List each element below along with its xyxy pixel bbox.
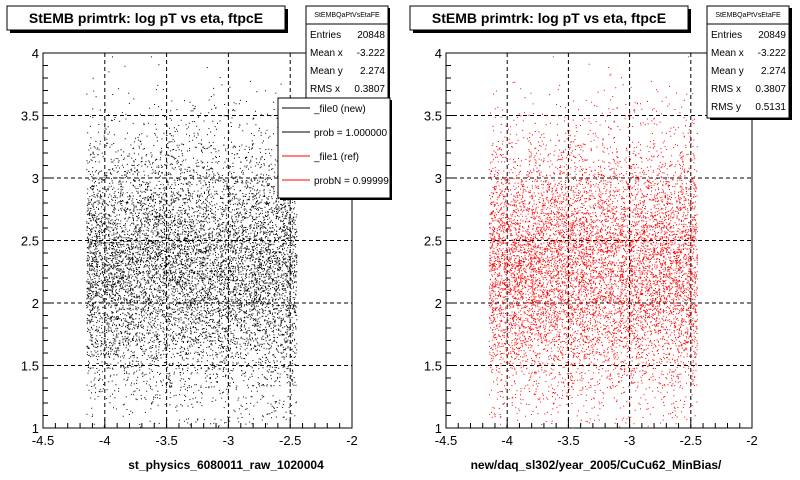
stats-value: -3.222	[758, 48, 787, 59]
left-legend-box	[277, 97, 391, 199]
x-tick-label: -2.5	[680, 433, 702, 448]
stats-label: Mean y	[711, 66, 744, 77]
right-scatter-points	[488, 56, 698, 429]
y-tick-label: 4	[435, 46, 442, 61]
stats-value: 2.274	[360, 66, 385, 77]
x-tick-label: -4	[501, 433, 513, 448]
left-title: StEMB primtrk: log pT vs eta, ftpcE	[29, 10, 263, 26]
x-tick-label: -3	[624, 433, 636, 448]
left-grid	[43, 53, 352, 428]
y-tick-label: 1.5	[21, 359, 39, 374]
legend-entry: prob = 1.000000	[314, 128, 388, 139]
left-panel: -4.5 -4 -3.5 -3 -2.5 -2 1 1.5 2 2.5 3 3.5 4 st_phys…	[6, 5, 392, 472]
stats-label: Mean y	[310, 66, 343, 77]
stats-label: RMS x	[711, 84, 741, 95]
stats-label: Entries	[711, 30, 742, 41]
y-tick-label: 2.5	[21, 234, 39, 249]
stats-label: RMS x	[310, 84, 340, 95]
x-tick-label: -4	[99, 433, 111, 448]
left-title-box	[6, 5, 286, 31]
stats-label: RMS y	[711, 102, 741, 113]
stats-value: 0.5131	[755, 102, 786, 113]
right-y-ticks: 1 1.5 2 2.5 3 3.5 4	[424, 46, 455, 436]
right-grid	[446, 53, 752, 428]
y-tick-label: 3.5	[424, 109, 442, 124]
stats-value: 0.3807	[354, 84, 385, 95]
x-tick-label: -2	[346, 433, 358, 448]
left-stats-name: StEMBQaPtVsEtaFE	[314, 12, 380, 19]
y-tick-label: 3	[435, 171, 442, 186]
scatter-point-cloud	[86, 56, 298, 429]
stats-value: 2.274	[761, 66, 786, 77]
stats-value: 0.3807	[755, 84, 786, 95]
x-tick-label: -3.5	[557, 433, 579, 448]
right-stats-rows: Entries 20849 Mean x -3.222 Mean y 2.274 RMS x…	[711, 30, 786, 113]
y-tick-label: 3	[32, 171, 39, 186]
legend-entry: probN = 0.99999	[314, 176, 389, 187]
stats-value: 20848	[357, 30, 385, 41]
y-tick-label: 1	[32, 421, 39, 436]
stats-label: Mean x	[711, 48, 744, 59]
legend-entry: _file0 (new)	[313, 104, 366, 115]
y-tick-label: 4	[32, 46, 39, 61]
stats-label: Mean x	[310, 48, 343, 59]
right-stats-box	[706, 5, 790, 119]
stats-value: 20849	[758, 30, 786, 41]
y-tick-label: 3.5	[21, 109, 39, 124]
x-tick-label: -2	[746, 433, 758, 448]
right-title-box	[409, 5, 689, 31]
left-x-axis-label: st_physics_6080011_raw_1020004	[128, 458, 324, 472]
stats-label: Entries	[310, 30, 341, 41]
right-x-axis-label: new/daq_sl302/year_2005/CuCu62_MinBias/	[471, 458, 722, 472]
right-x-ticks: -4.5 -4 -3.5 -3 -2.5 -2	[435, 419, 758, 448]
x-tick-label: -3	[223, 433, 235, 448]
x-tick-label: -3.5	[155, 433, 177, 448]
left-legend-entries: _file0 (new) prob = 1.000000 _file1 (ref) p…	[282, 104, 389, 187]
left-x-ticks: -4.5 -4 -3.5 -3 -2.5 -2	[32, 419, 358, 448]
y-tick-label: 1.5	[424, 359, 442, 374]
stats-value: -3.222	[357, 48, 386, 59]
left-stats-box	[305, 5, 389, 101]
right-panel: -4.5 -4 -3.5 -3 -2.5 -2 1 1.5 2 2.5 3 3.5 4 new/daq…	[409, 5, 792, 472]
x-tick-label: -4.5	[435, 433, 457, 448]
y-tick-label: 2	[32, 296, 39, 311]
x-tick-label: -4.5	[32, 433, 54, 448]
y-tick-label: 2	[435, 296, 442, 311]
left-stats-rows: Entries 20848 Mean x -3.222 Mean y 2.274 RMS x…	[310, 30, 385, 95]
x-tick-label: -2.5	[279, 433, 301, 448]
scatter-point-cloud	[488, 56, 698, 429]
left-scatter-points	[86, 56, 298, 429]
y-tick-label: 2.5	[424, 234, 442, 249]
legend-entry: _file1 (ref)	[313, 152, 359, 163]
y-tick-label: 1	[435, 421, 442, 436]
right-stats-name: StEMBQaPtVsEtaFE	[715, 12, 781, 19]
right-title: StEMB primtrk: log pT vs eta, ftpcE	[432, 10, 666, 26]
left-y-ticks: 1 1.5 2 2.5 3 3.5 4	[21, 46, 52, 436]
